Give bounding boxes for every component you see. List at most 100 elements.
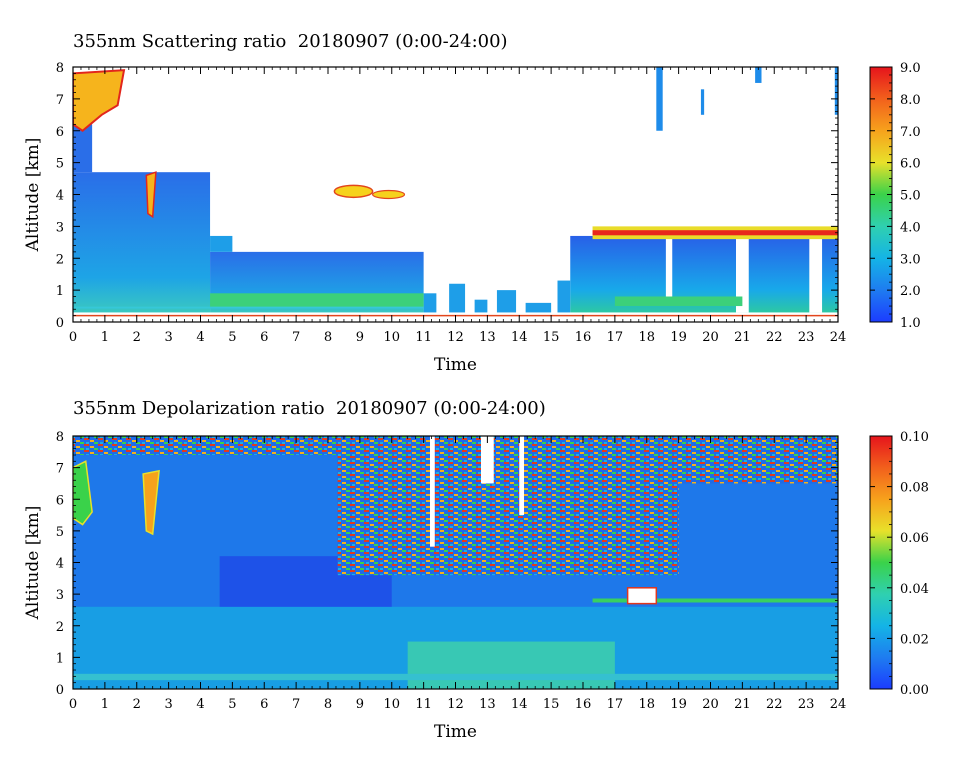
x-tick-label: 11 bbox=[415, 697, 432, 712]
colorbar-tick-label: 5.0 bbox=[900, 189, 921, 204]
gap-21 bbox=[736, 235, 749, 313]
colorbar-scattering: 1.0 2.0 3.0 4.0 5.0 6.0 7.0 8.0 9.0 bbox=[869, 61, 921, 331]
y-tick-label: 3 bbox=[56, 220, 64, 235]
y-tick-label: 2 bbox=[56, 252, 64, 267]
cloud-morning-high bbox=[73, 69, 126, 132]
x-tick-label: 1 bbox=[101, 697, 109, 712]
cloud-spike bbox=[656, 67, 663, 131]
y-tick-label: 1 bbox=[56, 651, 64, 666]
x-tick-label: 22 bbox=[766, 697, 783, 712]
x-tick-label: 2 bbox=[133, 330, 141, 345]
x-tick-label: 22 bbox=[766, 330, 783, 345]
depol-morning-cloud bbox=[73, 460, 93, 526]
depol-noise-top bbox=[73, 436, 338, 455]
x-tick-label: 6 bbox=[260, 330, 268, 345]
depol-near-surface-band bbox=[73, 673, 838, 681]
cloud-morning-plume bbox=[145, 171, 157, 219]
depol-cloud-white bbox=[626, 587, 658, 605]
colorbar-tick-label: 0.10 bbox=[900, 430, 929, 445]
colorbar-tick-label: 0.00 bbox=[900, 683, 929, 698]
gap-23 bbox=[809, 235, 823, 313]
x-tick-label: 12 bbox=[447, 330, 464, 345]
colorbar-tick-label: 0.08 bbox=[900, 481, 929, 496]
y-tick-label: 6 bbox=[56, 493, 64, 508]
x-tick-label: 5 bbox=[228, 330, 236, 345]
depol-saturated-14 bbox=[519, 436, 525, 516]
x-axis-title: Time bbox=[434, 355, 477, 375]
cloud-layer-core bbox=[592, 230, 838, 236]
y-tick-label: 7 bbox=[56, 93, 64, 108]
depol-surface-dust bbox=[407, 641, 615, 689]
x-tick-label: 11 bbox=[415, 330, 432, 345]
y-tick-label: 3 bbox=[56, 588, 64, 603]
x-tick-label: 13 bbox=[479, 330, 496, 345]
colorbar-tick-label: 6.0 bbox=[900, 157, 921, 172]
colorbar-tick-label: 7.0 bbox=[900, 125, 921, 140]
cloud-mid-10h bbox=[372, 189, 406, 200]
plot-area-depolarization bbox=[73, 436, 838, 689]
y-tick-label: 4 bbox=[56, 189, 64, 204]
y-tick-label: 2 bbox=[56, 620, 64, 635]
x-tick-label: 16 bbox=[575, 330, 592, 345]
aerosol-green-band bbox=[210, 293, 424, 308]
colorbar-tick-label: 3.0 bbox=[900, 252, 921, 267]
y-tick-label: 5 bbox=[56, 525, 64, 540]
y-tick-label: 8 bbox=[56, 61, 64, 76]
aerosol-bl-hump bbox=[210, 235, 233, 252]
x-tick-label: 1 bbox=[101, 330, 109, 345]
x-tick-label: 18 bbox=[638, 697, 655, 712]
x-tick-label: 24 bbox=[830, 330, 847, 345]
x-tick-label: 17 bbox=[607, 330, 624, 345]
x-tick-label: 7 bbox=[292, 697, 300, 712]
aerosol-morning bbox=[73, 172, 211, 313]
chart-title-depolarization: 355nm Depolarization ratio 20180907 (0:0… bbox=[73, 398, 546, 419]
x-tick-label: 7 bbox=[292, 330, 300, 345]
x-tick-label: 24 bbox=[830, 697, 847, 712]
axes-scattering: 0 1 2 3 4 5 6 7 8 9 10 11 12 13 14 15 16 17 18 19 20 21 22 23 24… bbox=[23, 61, 846, 375]
plot-area-scattering bbox=[73, 67, 838, 317]
x-tick-label: 5 bbox=[228, 697, 236, 712]
x-tick-label: 2 bbox=[133, 697, 141, 712]
depol-noisy-region bbox=[337, 436, 679, 576]
x-tick-label: 4 bbox=[196, 697, 204, 712]
x-tick-label: 23 bbox=[798, 330, 815, 345]
aerosol-patch bbox=[496, 290, 517, 313]
aerosol-patch bbox=[557, 280, 571, 313]
x-tick-label: 12 bbox=[447, 697, 464, 712]
depol-morning-plume bbox=[142, 469, 160, 536]
colorbar-depolarization: 0.00 0.02 0.04 0.06 0.08 0.10 bbox=[869, 430, 929, 698]
x-tick-label: 19 bbox=[670, 330, 687, 345]
y-tick-label: 8 bbox=[56, 430, 64, 445]
colorbar-tick-label: 9.0 bbox=[900, 61, 921, 76]
x-tick-label: 8 bbox=[324, 697, 332, 712]
cloud-spike bbox=[834, 67, 838, 115]
x-tick-label: 9 bbox=[356, 697, 364, 712]
y-tick-label: 6 bbox=[56, 125, 64, 140]
x-tick-label: 17 bbox=[607, 697, 624, 712]
x-axis-title: Time bbox=[434, 722, 477, 742]
cloud-spike bbox=[700, 89, 705, 115]
y-axis-title: Altitude [km] bbox=[23, 506, 43, 621]
x-tick-label: 9 bbox=[356, 330, 364, 345]
aerosol-patch bbox=[525, 302, 552, 313]
depol-noise-top-right bbox=[678, 436, 838, 484]
y-tick-label: 5 bbox=[56, 157, 64, 172]
x-tick-label: 10 bbox=[383, 330, 400, 345]
colorbar-tick-label: 2.0 bbox=[900, 284, 921, 299]
aerosol-green-band-2 bbox=[614, 296, 743, 307]
x-tick-label: 14 bbox=[511, 697, 528, 712]
x-tick-label: 18 bbox=[638, 330, 655, 345]
y-tick-label: 0 bbox=[56, 316, 64, 331]
gap-19 bbox=[665, 235, 673, 303]
aerosol-patch bbox=[423, 293, 437, 313]
x-tick-label: 13 bbox=[479, 697, 496, 712]
x-tick-label: 16 bbox=[575, 697, 592, 712]
x-tick-label: 3 bbox=[164, 697, 172, 712]
depol-saturated-11 bbox=[430, 436, 435, 547]
x-tick-label: 21 bbox=[734, 330, 751, 345]
x-tick-label: 6 bbox=[260, 697, 268, 712]
colorbar-gradient bbox=[869, 435, 893, 690]
cloud-mid-8h bbox=[333, 184, 374, 199]
x-tick-label: 4 bbox=[196, 330, 204, 345]
